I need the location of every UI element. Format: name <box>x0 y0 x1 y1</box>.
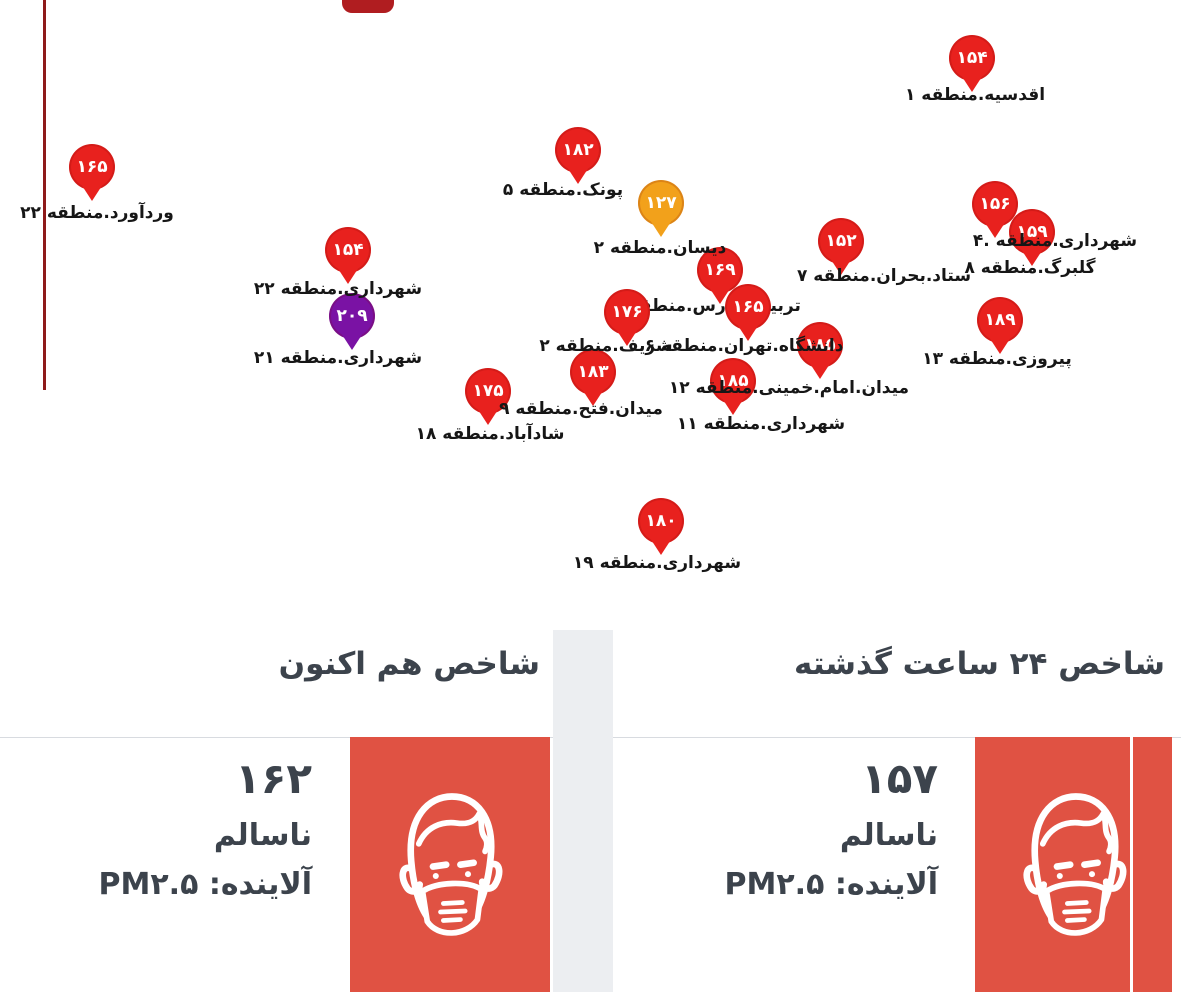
pin-tail <box>565 164 591 184</box>
map-pin-meydan-emam-khomeini-m12[interactable]: ۱۸۵ <box>797 322 843 379</box>
past-24h-aqi-status: ناسالم <box>839 818 938 854</box>
masked-face-icon <box>399 793 503 936</box>
pin-tail <box>79 181 105 201</box>
map-label-layer: اقدسیه.منطقه ۱ وردآورد.منطقه ۲۲ پونک.منطقه… <box>20 85 1138 573</box>
current-aqi-category-tile <box>350 737 550 992</box>
map-pin-shahrdari-m4[interactable]: ۱۵۶ <box>972 181 1018 238</box>
map-area[interactable]: ۱۵۴ ۱۶۵ ۱۸۲ ۱۲۷ ۱۵۴ ۲۰۹ ۱۵۶ ۱۵۹ ۱۵۲ ۱۶۹ ۱۷۶ ۱۶۵ ۱۸۹ ۱… <box>0 0 1181 630</box>
pin-tail <box>648 535 674 555</box>
past-24h-index-metrics: ۱۵۷ ناسالم آلاینده: PM۲.۵ <box>724 754 938 903</box>
pin-value: ۱۸۰ <box>638 498 684 544</box>
map-pin-label-disan-m2: دیسان.منطقه ۲ <box>593 238 727 258</box>
pin-value: ۱۵۶ <box>972 181 1018 227</box>
map-pin-label-golbarg-m8: گلبرگ.منطقه ۸ <box>964 258 1096 278</box>
masked-face-icon <box>1022 793 1126 936</box>
map-pin-golbarg-m8[interactable]: ۱۵۹ <box>1009 209 1055 266</box>
past-24h-index-card: شاخص ۲۴ ساعت گذشته ۱۵۷ ناسالم آلاینده: P… <box>613 630 1181 992</box>
pin-value: ۱۸۳ <box>570 349 616 395</box>
map-pin-layer: ۱۵۴ ۱۶۵ ۱۸۲ ۱۲۷ ۱۵۴ ۲۰۹ ۱۵۶ ۱۵۹ ۱۵۲ ۱۶۹ ۱۷۶ ۱۶۵ ۱۸۹ ۱… <box>69 35 1055 555</box>
current-aqi-status: ناسالم <box>213 818 312 854</box>
past-24h-aqi-category-tile <box>975 737 1172 992</box>
current-index-title: شاخص هم اکنون <box>278 646 540 682</box>
cards-divider <box>553 630 613 992</box>
left-red-line-decoration <box>43 0 46 390</box>
current-aqi-value: ۱۶۲ <box>235 754 312 803</box>
map-pin-shadabad-m18[interactable]: ۱۷۵ <box>465 368 511 425</box>
pin-value: ۱۸۵ <box>710 358 756 404</box>
pin-tail <box>580 386 606 406</box>
pin-tail <box>828 255 854 275</box>
past-24h-aqi-pollutant: آلاینده: PM۲.۵ <box>724 867 938 903</box>
map-pin-sharif-m2[interactable]: ۱۷۶ <box>604 289 650 346</box>
map-pin-daneshgah-tehran-m6[interactable]: ۱۶۵ <box>725 284 771 341</box>
pin-tail <box>720 395 746 415</box>
pin-tail <box>735 321 761 341</box>
map-pin-label-shahrdari-m4: شهرداری.منطقه .۴ <box>972 231 1138 251</box>
pin-tail <box>648 217 674 237</box>
map-pin-label-shahrdari-m21: شهرداری.منطقه ۲۱ <box>253 348 423 368</box>
map-pin-shahrdari-m22[interactable]: ۱۵۴ <box>325 227 371 284</box>
pin-tail <box>987 334 1013 354</box>
map-pin-tarbiat-modares-m6[interactable]: ۱۶۹ <box>697 247 743 304</box>
pin-tail <box>339 330 365 350</box>
map-pin-label-shadabad-m18: شادآباد.منطقه ۱۸ <box>415 424 565 444</box>
pin-tail <box>614 326 640 346</box>
map-pin-label-shahrdari-m22: شهرداری.منطقه ۲۲ <box>253 279 423 299</box>
current-aqi-pollutant: آلاینده: PM۲.۵ <box>98 867 312 903</box>
pin-tail <box>335 264 361 284</box>
map-pin-label-sharif-m2: شریف.منطقه ۲ <box>539 336 673 356</box>
map-pin-label-setad-bohran-m7: ستاد.بحران.منطقه ۷ <box>796 266 972 286</box>
past-24h-index-panel <box>613 737 1181 992</box>
current-index-metrics: ۱۶۲ ناسالم آلاینده: PM۲.۵ <box>98 754 312 903</box>
map-pin-label-punak-m5: پونک.منطقه ۵ <box>502 180 624 200</box>
map-pin-vardavard-m22[interactable]: ۱۶۵ <box>69 144 115 201</box>
map-pin-label-meydan-fath-m9: میدان.فتح.منطقه ۹ <box>499 399 663 419</box>
map-pin-aqdasiyeh-m1[interactable]: ۱۵۴ <box>949 35 995 92</box>
top-red-decoration <box>342 0 394 13</box>
pin-tail <box>982 218 1008 238</box>
map-pin-piroozi-m13[interactable]: ۱۸۹ <box>977 297 1023 354</box>
map-pin-label-piroozi-m13: پیروزی.منطقه ۱۳ <box>922 349 1072 369</box>
map-pin-disan-m2[interactable]: ۱۲۷ <box>638 180 684 237</box>
current-index-panel <box>0 737 553 992</box>
map-pin-label-shahrdari-m11: شهرداری.منطقه ۱۱ <box>676 414 846 434</box>
map-pin-label-meydan-emam-khomeini-m12: میدان.امام.خمینی.منطقه ۱۲ <box>668 378 910 398</box>
map-pin-label-vardavard-m22: وردآورد.منطقه ۲۲ <box>20 203 174 223</box>
past-24h-index-title: شاخص ۲۴ ساعت گذشته <box>794 646 1165 682</box>
pin-tail <box>475 405 501 425</box>
past-24h-aqi-value: ۱۵۷ <box>861 754 938 803</box>
map-pin-label-aqdasiyeh-m1: اقدسیه.منطقه ۱ <box>904 85 1046 105</box>
map-pin-meydan-fath-m9[interactable]: ۱۸۳ <box>570 349 616 406</box>
map-pin-label-shahrdari-m19: شهرداری.منطقه ۱۹ <box>572 553 742 573</box>
tile-white-stripe <box>1130 737 1133 992</box>
pin-tail <box>1019 246 1045 266</box>
map-pin-shahrdari-m19[interactable]: ۱۸۰ <box>638 498 684 555</box>
map-pin-punak-m5[interactable]: ۱۸۲ <box>555 127 601 184</box>
map-pin-shahrdari-m21[interactable]: ۲۰۹ <box>329 293 375 350</box>
pin-value: ۱۷۶ <box>604 289 650 335</box>
summary-section: شاخص هم اکنون ۱۶۲ ناسالم آلاینده: PM۲.۵ <box>0 630 1181 992</box>
pin-tail <box>807 359 833 379</box>
map-pin-setad-bohran-m7[interactable]: ۱۵۲ <box>818 218 864 275</box>
pin-tail <box>959 72 985 92</box>
map-pin-label-daneshgah-tehran-m6: دانشگاه.تهران.منطقه ۶ <box>644 336 844 356</box>
map-pin-shahrdari-m11[interactable]: ۱۸۵ <box>710 358 756 415</box>
current-index-card: شاخص هم اکنون ۱۶۲ ناسالم آلاینده: PM۲.۵ <box>0 630 553 992</box>
